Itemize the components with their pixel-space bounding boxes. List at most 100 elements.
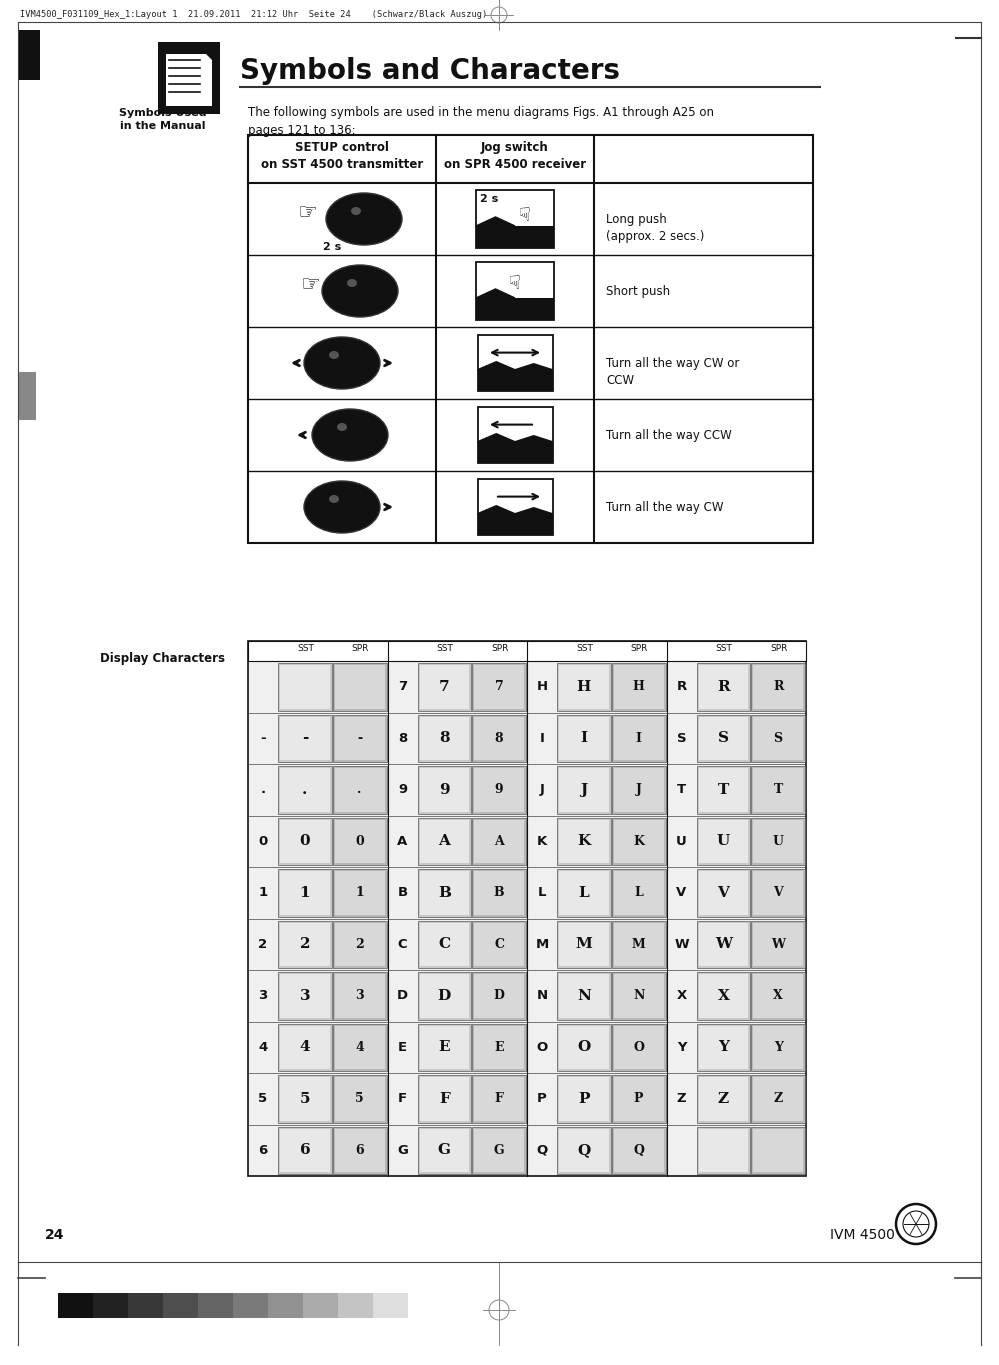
Bar <box>278 766 332 814</box>
Ellipse shape <box>347 278 357 287</box>
Text: E: E <box>439 1040 451 1054</box>
Bar <box>418 1126 472 1174</box>
Text: 4: 4 <box>259 1040 268 1054</box>
Bar <box>476 262 554 319</box>
Text: Long push
(approx. 2 secs.): Long push (approx. 2 secs.) <box>606 213 704 243</box>
Bar <box>335 768 385 812</box>
Bar <box>613 768 663 812</box>
Bar <box>753 1025 803 1069</box>
Text: Q: Q <box>633 1144 644 1156</box>
Bar <box>698 871 748 915</box>
Text: 0: 0 <box>300 834 310 848</box>
Text: I: I <box>635 732 641 745</box>
Text: .: . <box>358 784 362 796</box>
Bar <box>420 1077 470 1121</box>
Bar <box>335 1025 385 1069</box>
Polygon shape <box>515 363 552 370</box>
Ellipse shape <box>337 423 347 431</box>
Bar <box>280 665 330 708</box>
Text: J: J <box>580 782 587 797</box>
Text: SPR: SPR <box>630 644 647 652</box>
Bar <box>475 1077 524 1121</box>
Bar <box>611 1024 665 1072</box>
Text: E: E <box>495 1040 503 1054</box>
Bar <box>611 1076 665 1122</box>
Bar <box>418 1076 472 1122</box>
Bar <box>420 1129 470 1173</box>
Bar <box>751 870 805 916</box>
Text: V: V <box>773 886 783 900</box>
Bar <box>751 972 805 1020</box>
Text: 2: 2 <box>356 938 364 951</box>
Text: Symbols and Characters: Symbols and Characters <box>240 57 620 85</box>
Bar <box>696 1126 750 1174</box>
Bar <box>557 1024 610 1072</box>
Bar <box>696 920 750 968</box>
Text: G: G <box>397 1144 408 1156</box>
Bar <box>333 663 387 711</box>
Bar <box>696 870 750 916</box>
Bar <box>557 1126 610 1174</box>
Bar <box>753 768 803 812</box>
Bar <box>611 663 665 711</box>
Bar <box>559 717 608 760</box>
Bar <box>698 975 748 1017</box>
Bar <box>611 920 665 968</box>
Bar <box>268 1293 303 1319</box>
Ellipse shape <box>326 192 402 244</box>
Text: C: C <box>439 938 451 951</box>
Polygon shape <box>202 51 212 60</box>
Bar <box>611 870 665 916</box>
Bar <box>198 1293 233 1319</box>
Text: W: W <box>674 938 689 951</box>
Text: X: X <box>717 988 729 1003</box>
Bar <box>335 717 385 760</box>
Text: Y: Y <box>773 1040 782 1054</box>
Bar <box>557 920 610 968</box>
Bar <box>473 714 526 762</box>
Bar <box>18 373 36 420</box>
Text: R: R <box>676 680 686 693</box>
Bar <box>751 714 805 762</box>
Bar <box>613 819 663 863</box>
Text: H: H <box>632 680 644 693</box>
Bar <box>473 663 526 711</box>
Text: 9: 9 <box>440 782 450 797</box>
Bar <box>335 819 385 863</box>
Bar <box>473 920 526 968</box>
Bar <box>476 298 554 319</box>
Bar <box>420 665 470 708</box>
Text: B: B <box>438 886 451 900</box>
Bar <box>418 766 472 814</box>
Text: 7: 7 <box>398 680 407 693</box>
Bar <box>753 665 803 708</box>
Ellipse shape <box>351 207 361 216</box>
Text: 1: 1 <box>259 886 268 900</box>
Text: -: - <box>357 732 363 745</box>
Bar <box>418 818 472 865</box>
Text: SETUP control
on SST 4500 transmitter: SETUP control on SST 4500 transmitter <box>261 141 424 171</box>
Bar <box>475 871 524 915</box>
Bar <box>280 717 330 760</box>
Text: The following symbols are used in the menu diagrams Figs. A1 through A25 on
page: The following symbols are used in the me… <box>248 106 714 136</box>
Text: 3: 3 <box>300 988 310 1003</box>
Bar <box>420 717 470 760</box>
Text: A: A <box>439 834 451 848</box>
Text: M: M <box>535 938 548 951</box>
Text: V: V <box>676 886 686 900</box>
Polygon shape <box>476 217 515 227</box>
Ellipse shape <box>304 337 380 389</box>
Bar <box>473 766 526 814</box>
Text: D: D <box>438 988 451 1003</box>
Bar <box>751 1024 805 1072</box>
Bar <box>478 479 552 535</box>
Text: 6: 6 <box>356 1144 364 1156</box>
Text: Y: Y <box>676 1040 686 1054</box>
Bar <box>559 923 608 966</box>
Text: G: G <box>438 1144 451 1158</box>
Text: 9: 9 <box>495 784 503 796</box>
Bar <box>611 818 665 865</box>
Text: Z: Z <box>773 1092 783 1106</box>
Bar <box>420 975 470 1017</box>
Bar <box>753 975 803 1017</box>
